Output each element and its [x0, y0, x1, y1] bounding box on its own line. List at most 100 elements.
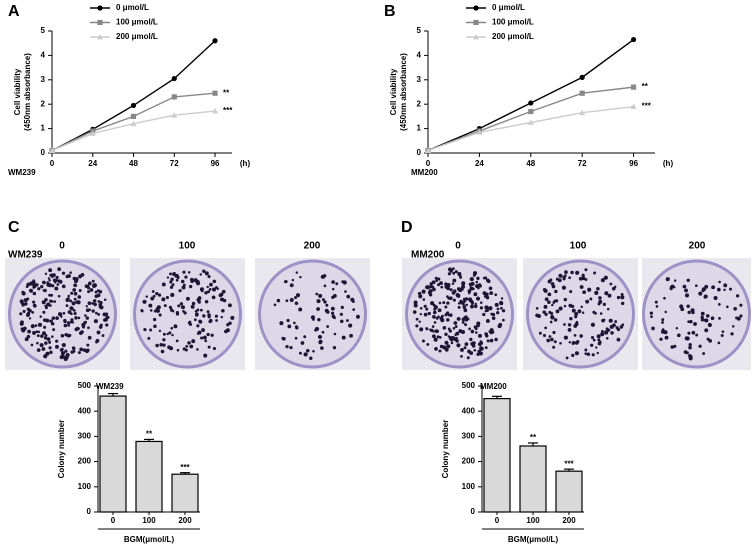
colony: [51, 316, 56, 320]
colony: [196, 297, 201, 302]
colony: [477, 286, 480, 290]
colony: [80, 330, 84, 334]
colony: [28, 317, 32, 320]
y-tick-label: 0: [41, 148, 46, 157]
colony: [555, 309, 560, 314]
colony: [196, 324, 200, 328]
colony: [48, 340, 52, 344]
colony: [84, 348, 90, 354]
colony: [447, 335, 451, 338]
colony: [212, 346, 217, 351]
colony: [439, 316, 444, 321]
colony: [43, 325, 47, 329]
colony: [499, 300, 503, 305]
colony: [285, 344, 289, 349]
colony: [704, 318, 709, 323]
colony: [70, 291, 74, 295]
chart-title: MM200: [480, 382, 507, 391]
colony: [599, 312, 603, 315]
chart-title: WM239: [96, 382, 124, 391]
colony: [189, 284, 193, 289]
colony: [26, 297, 30, 301]
colony: [720, 334, 724, 338]
colony: [204, 299, 209, 304]
colony: [170, 326, 174, 330]
colony: [44, 298, 48, 302]
colony: [473, 292, 478, 297]
colony: [52, 273, 56, 277]
y-tick-label: 1: [417, 124, 422, 133]
x-tick-label: 96: [211, 159, 220, 168]
colony: [462, 303, 465, 306]
colony: [459, 300, 463, 303]
colony: [37, 330, 41, 334]
colony: [452, 278, 457, 283]
colony: [571, 353, 575, 357]
colony: [40, 285, 44, 289]
colony: [434, 329, 438, 333]
colony: [202, 269, 206, 274]
colony: [496, 307, 500, 311]
colony: [333, 332, 337, 336]
colony: [452, 267, 455, 271]
colony: [482, 276, 486, 280]
colony: [485, 318, 490, 323]
colony: [574, 340, 579, 345]
colony: [688, 342, 692, 347]
significance: **: [146, 430, 153, 439]
colony: [451, 336, 455, 340]
colony: [670, 284, 675, 289]
cell-line-label: MM200: [411, 168, 438, 177]
colony: [620, 301, 625, 306]
colony: [500, 297, 504, 300]
colony: [88, 281, 92, 285]
colony: [432, 314, 436, 319]
colony: [145, 295, 148, 298]
colony: [535, 307, 539, 310]
colony: [331, 287, 335, 291]
colony: [323, 284, 327, 288]
colony: [467, 289, 472, 294]
colony: [55, 339, 59, 343]
colony: [619, 325, 624, 329]
panel-label: D: [401, 219, 413, 236]
colony: [469, 299, 473, 303]
colony: [176, 348, 180, 352]
colony: [439, 344, 444, 349]
colony: [444, 313, 448, 317]
colony: [452, 327, 456, 330]
colony: [723, 288, 726, 292]
colony: [149, 309, 153, 312]
colony: [711, 285, 716, 290]
colony: [49, 319, 53, 323]
colony: [150, 296, 155, 301]
colony: [591, 353, 595, 357]
colony: [494, 293, 498, 297]
colony: [484, 346, 488, 350]
colony: [47, 277, 51, 280]
colony: [448, 329, 452, 333]
colony: [182, 347, 186, 351]
y-tick-label: 500: [78, 381, 92, 390]
colony: [616, 295, 621, 300]
colony: [538, 331, 542, 335]
colony: [551, 284, 556, 289]
colony: [546, 338, 551, 343]
colony: [39, 343, 44, 348]
colony: [421, 339, 425, 343]
x-tick-label: 72: [170, 159, 179, 168]
colony: [201, 328, 205, 332]
colony: [466, 317, 470, 321]
colony: [592, 338, 596, 342]
y-tick-label: 0: [471, 507, 476, 516]
colony: [72, 301, 76, 305]
colony: [330, 306, 335, 311]
colony: [543, 288, 548, 293]
colony: [102, 312, 107, 317]
colony: [221, 309, 225, 313]
colony: [152, 317, 157, 322]
colony: [433, 310, 437, 315]
colony: [419, 327, 424, 332]
colony: [317, 334, 323, 340]
colony: [673, 344, 677, 348]
